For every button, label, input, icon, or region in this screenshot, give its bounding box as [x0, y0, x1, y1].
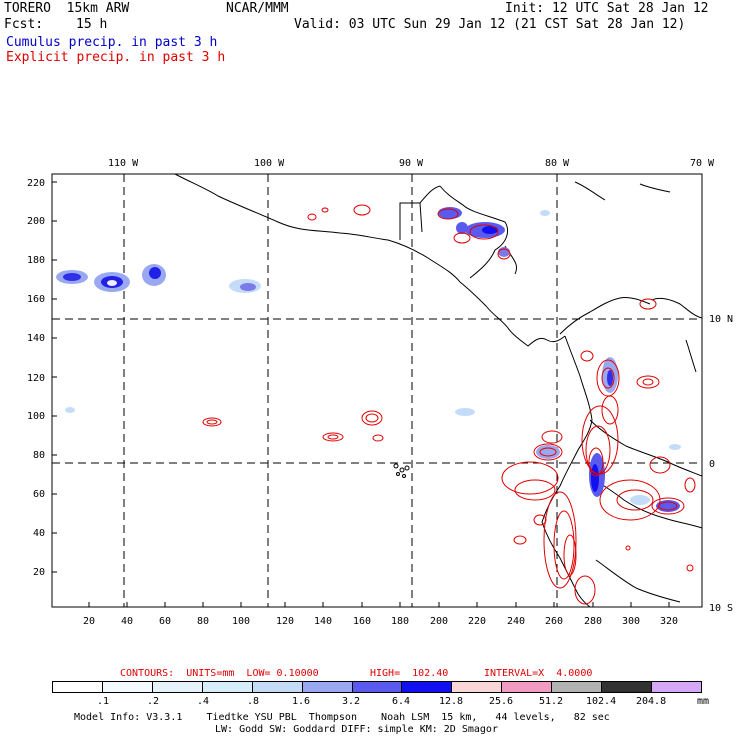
colorbar-swatch [352, 682, 403, 692]
colorbar-label: .8 [247, 696, 260, 707]
y-tick-180: 180 [27, 255, 45, 266]
organization-label: NCAR/MMM [226, 1, 289, 16]
y-tick-140: 140 [27, 333, 45, 344]
colorbar-swatch [202, 682, 253, 692]
x-tick-160: 160 [353, 616, 371, 627]
x-tick-220: 220 [468, 616, 486, 627]
colorbar-swatch [102, 682, 153, 692]
colorbar-label: 102.4 [586, 696, 617, 707]
colorbar-label: .1 [97, 696, 110, 707]
colorbar-swatch [302, 682, 353, 692]
colorbar-swatch [252, 682, 303, 692]
lat-label-0: 0 [709, 459, 715, 470]
colorbar-label: 1.6 [292, 696, 311, 707]
valid-time: Valid: 03 UTC Sun 29 Jan 12 (21 CST Sat … [294, 17, 686, 32]
lat-lon-grid [52, 174, 702, 607]
lon-label-100w: 100 W [254, 158, 285, 169]
physics-info: LW: Godd SW: Goddard DIFF: simple KM: 2D… [215, 724, 498, 735]
colorbar-swatch [602, 682, 653, 692]
x-tick-120: 120 [276, 616, 294, 627]
colorbar-label: 204.8 [636, 696, 667, 707]
y-tick-200: 200 [27, 216, 45, 227]
galapagos-islands [393, 463, 410, 478]
colorbar-swatch [53, 682, 103, 692]
x-tick-180: 180 [391, 616, 409, 627]
map-frame [51, 173, 703, 608]
lon-label-70w: 70 W [690, 158, 715, 169]
x-tick-260: 260 [545, 616, 563, 627]
contour-interval: INTERVAL=X 4.0000 [484, 668, 593, 679]
colorbar-swatch [502, 682, 553, 692]
y-tick-100: 100 [27, 411, 45, 422]
x-tick-60: 60 [159, 616, 171, 627]
x-tick-20: 20 [83, 616, 95, 627]
x-tick-140: 140 [314, 616, 332, 627]
y-tick-60: 60 [33, 489, 45, 500]
y-tick-160: 160 [27, 294, 45, 305]
contour-info: CONTOURS: UNITS=mm LOW= 0.10000 [120, 668, 319, 679]
model-title: TORERO 15km ARW [4, 1, 130, 16]
colorbar-unit: mm [697, 696, 710, 707]
colorbar-label: 6.4 [392, 696, 411, 707]
colorbar-swatch [402, 682, 453, 692]
colorbar-label: .2 [147, 696, 160, 707]
precip-colorbar [52, 681, 702, 693]
cumulus-legend: Cumulus precip. in past 3 h [6, 35, 218, 50]
colorbar-swatch [552, 682, 603, 692]
colorbar-swatch [452, 682, 503, 692]
longitude-labels: 110 W 100 W 90 W 80 W 70 W [108, 158, 715, 169]
x-tick-100: 100 [232, 616, 250, 627]
y-tick-40: 40 [33, 528, 45, 539]
explicit-precip-contours [202, 204, 696, 605]
colorbar-label: .4 [197, 696, 210, 707]
init-time: Init: 12 UTC Sat 28 Jan 12 [505, 1, 709, 16]
x-axis: 20 40 60 80 100 120 140 160 180 200 220 … [83, 616, 678, 627]
x-tick-40: 40 [121, 616, 133, 627]
y-tick-80: 80 [33, 450, 45, 461]
y-tick-20: 20 [33, 567, 45, 578]
x-tick-300: 300 [622, 616, 640, 627]
forecast-hour: 15 h [76, 17, 108, 32]
lon-label-80w: 80 W [545, 158, 570, 169]
lat-label-10n: 10 N [709, 314, 733, 325]
colorbar-labels: .1 .2 .4 .8 1.6 3.2 6.4 12.8 25.6 51.2 1… [0, 696, 740, 708]
y-tick-220: 220 [27, 178, 45, 189]
colorbar-label: 25.6 [489, 696, 514, 707]
lon-label-90w: 90 W [399, 158, 424, 169]
model-info: Model Info: V3.3.1 Tiedtke YSU PBL Thomp… [74, 712, 610, 723]
lon-label-110w: 110 W [108, 158, 139, 169]
colorbar-label: 51.2 [539, 696, 564, 707]
x-tick-80: 80 [197, 616, 209, 627]
x-tick-320: 320 [660, 616, 678, 627]
contour-high: HIGH= 102.40 [370, 668, 449, 679]
colorbar-label: 12.8 [439, 696, 464, 707]
colorbar-label: 3.2 [342, 696, 361, 707]
y-tick-120: 120 [27, 373, 45, 384]
x-tick-240: 240 [507, 616, 525, 627]
forecast-label: Fcst: [4, 17, 44, 32]
lat-label-10s: 10 S [709, 603, 733, 614]
x-tick-280: 280 [584, 616, 602, 627]
explicit-legend: Explicit precip. in past 3 h [6, 50, 226, 65]
colorbar-swatch [652, 682, 701, 692]
x-tick-200: 200 [430, 616, 448, 627]
y-axis: 220 200 180 160 140 120 100 80 60 40 20 [27, 178, 45, 578]
colorbar-swatch [152, 682, 203, 692]
latitude-labels: 10 N 0 10 S [709, 314, 733, 614]
